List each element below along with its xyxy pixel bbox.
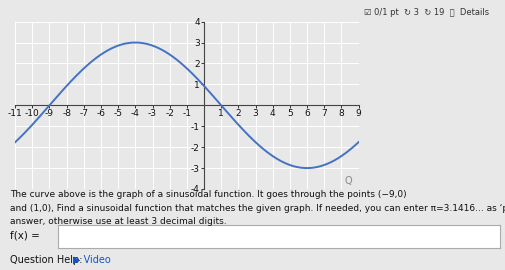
Text: answer, otherwise use at least 3 decimal digits.: answer, otherwise use at least 3 decimal… — [10, 217, 227, 226]
Text: f(x) =: f(x) = — [10, 231, 40, 241]
Text: ☑ 0/1 pt  ↻ 3  ↻ 19  ⓘ  Details: ☑ 0/1 pt ↻ 3 ↻ 19 ⓘ Details — [364, 8, 489, 17]
Text: ▶ Video: ▶ Video — [73, 255, 111, 265]
Text: The curve above is the graph of a sinusoidal function. It goes through the point: The curve above is the graph of a sinuso… — [10, 190, 407, 199]
Text: and (1,0), Find a sinusoidal function that matches the given graph. If needed, y: and (1,0), Find a sinusoidal function th… — [10, 204, 505, 213]
Text: Question Help:: Question Help: — [10, 255, 83, 265]
Text: Q: Q — [344, 176, 351, 186]
